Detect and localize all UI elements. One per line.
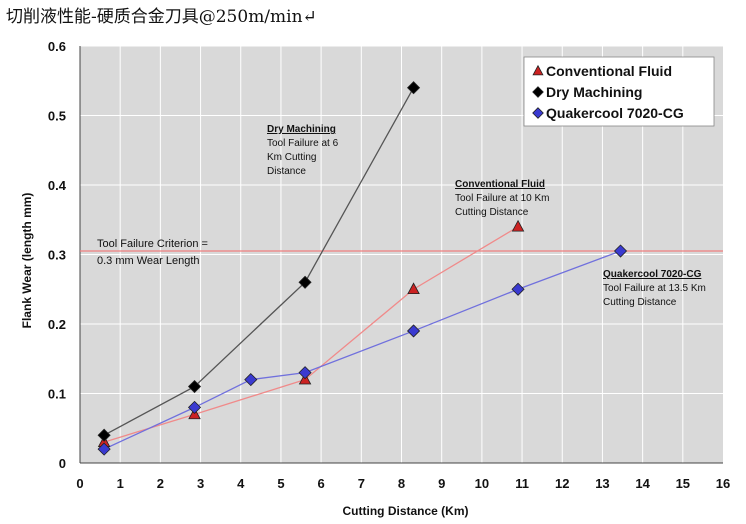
x-tick-label: 0	[76, 476, 83, 491]
annotation-text: Cutting Distance	[603, 297, 677, 308]
y-tick-label: 0.5	[48, 109, 66, 124]
data-point	[187, 400, 202, 414]
annotation-text: Tool Failure at 6	[267, 138, 339, 149]
x-tick-label: 10	[475, 476, 489, 491]
legend-marker	[532, 107, 544, 119]
legend: Conventional Fluid Dry Machining Quakercoo…	[523, 56, 715, 127]
data-point	[298, 366, 312, 380]
series-line	[103, 87, 415, 436]
failure-criterion-label: 0.3 mm Wear Length	[97, 255, 200, 267]
data-point	[407, 282, 420, 295]
data-point	[406, 81, 421, 95]
annotation-text: Km Cutting	[267, 152, 316, 163]
y-tick-label: 0.6	[48, 39, 66, 54]
x-tick-label: 2	[157, 476, 164, 491]
y-axis-title: Flank Wear (length mm)	[20, 193, 34, 329]
y-tick-label: 0.2	[48, 317, 66, 332]
y-tick-label: 0.1	[48, 387, 66, 402]
annotation-text: Cutting Distance	[455, 207, 529, 218]
x-tick-label: 1	[117, 476, 124, 491]
legend-marker	[532, 64, 544, 76]
x-tick-label: 7	[358, 476, 365, 491]
x-tick-label: 16	[716, 476, 730, 491]
x-tick-label: 9	[438, 476, 445, 491]
x-tick-label: 6	[318, 476, 325, 491]
annotation-title: Dry Machining	[267, 124, 336, 135]
data-point	[613, 244, 628, 258]
data-point	[97, 442, 111, 456]
data-point	[511, 282, 525, 296]
annotation-text: Tool Failure at 13.5 Km	[603, 283, 706, 294]
x-tick-label: 15	[676, 476, 690, 491]
annotation-text: Tool Failure at 10 Km	[455, 193, 550, 204]
x-tick-label: 8	[398, 476, 405, 491]
legend-box	[523, 56, 715, 127]
legend-marker	[532, 86, 544, 98]
x-axis-title: Cutting Distance (Km)	[343, 504, 469, 518]
x-tick-label: 12	[555, 476, 569, 491]
data-point	[406, 324, 421, 338]
data-point	[244, 373, 258, 387]
y-tick-label: 0.4	[48, 178, 67, 193]
x-tick-label: 13	[595, 476, 609, 491]
annotation-text: Distance	[267, 166, 306, 177]
x-tick-label: 11	[515, 476, 529, 491]
data-point	[511, 219, 525, 232]
annotation-title: Quakercool 7020-CG	[603, 269, 702, 280]
x-tick-label: 14	[635, 476, 650, 491]
data-point	[187, 379, 202, 394]
data-point	[97, 428, 111, 442]
page-title: 切削液性能-硬质合金刀具@250m/min↵	[6, 7, 317, 27]
failure-criterion-label: Tool Failure Criterion =	[97, 238, 208, 250]
x-tick-label: 5	[277, 476, 284, 491]
annotation-title: Conventional Fluid	[455, 179, 545, 190]
y-tick-label: 0.3	[48, 248, 66, 263]
data-point	[298, 275, 312, 289]
legend-label: Conventional Fluid	[546, 63, 672, 79]
x-tick-label: 4	[237, 476, 245, 491]
legend-label: Quakercool 7020-CG	[546, 105, 684, 121]
y-tick-label: 0	[59, 456, 66, 471]
x-tick-label: 3	[197, 476, 204, 491]
legend-label: Dry Machining	[546, 84, 642, 100]
